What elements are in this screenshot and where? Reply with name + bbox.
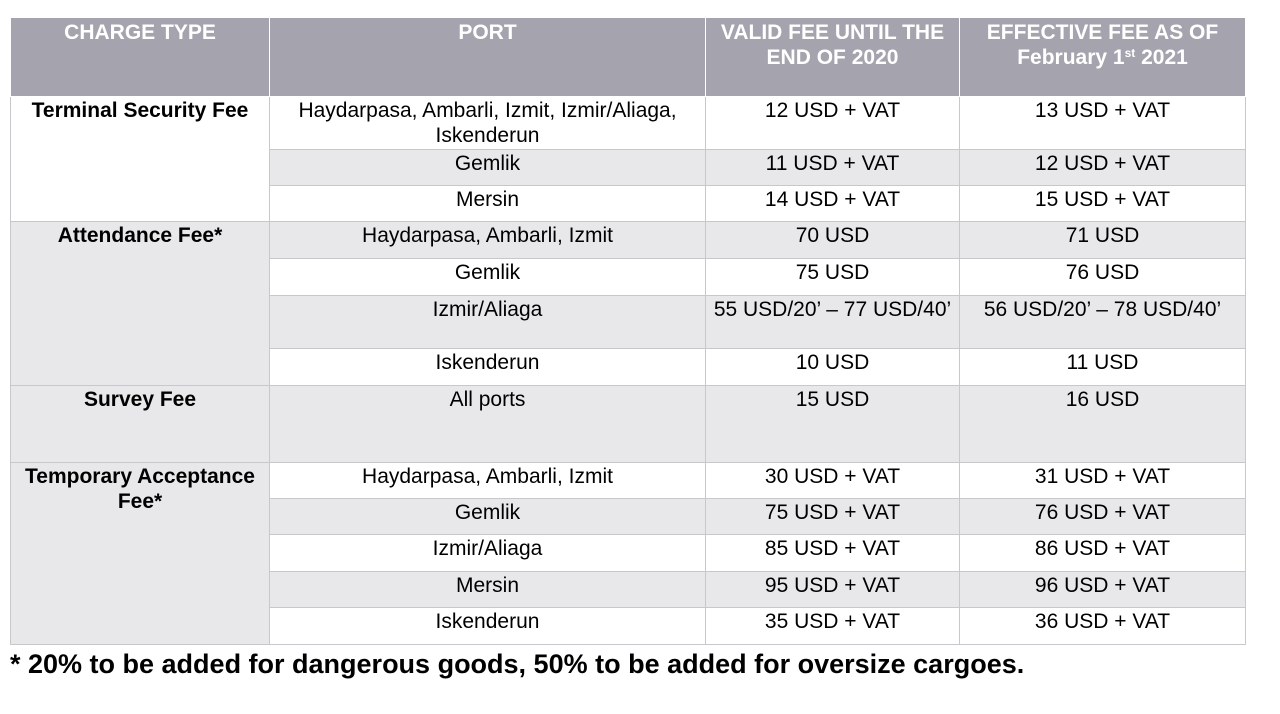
charge-type-terminal-security: Terminal Security Fee (10, 96, 270, 222)
valid-fee-cell: 70 USD (705, 221, 960, 259)
footnote: * 20% to be added for dangerous goods, 5… (10, 649, 1025, 679)
effective-fee-cell: 71 USD (959, 221, 1246, 259)
valid-fee-cell: 15 USD (705, 385, 960, 463)
header-row: CHARGE TYPE PORT VALID FEE UNTIL THE END… (10, 17, 1246, 97)
effective-fee-cell: 76 USD (959, 258, 1246, 296)
effective-fee-cell: 16 USD (959, 385, 1246, 463)
valid-fee-cell: 85 USD + VAT (705, 534, 960, 572)
valid-fee-cell: 35 USD + VAT (705, 607, 960, 645)
valid-fee-cell: 75 USD + VAT (705, 498, 960, 535)
header-valid-fee: VALID FEE UNTIL THE END OF 2020 (705, 17, 960, 97)
header-effective-fee-prefix: EFFECTIVE FEE AS OF February 1 (986, 21, 1219, 69)
valid-fee-cell: 75 USD (705, 258, 960, 296)
table-row: Izmir/Aliaga 85 USD + VAT 86 USD + VAT (11, 534, 1246, 572)
port-cell: Gemlik (269, 149, 706, 186)
valid-fee-cell: 55 USD/20’ – 77 USD/40’ (705, 295, 960, 349)
header-effective-fee-suffix: 2021 (1141, 46, 1188, 69)
table-row: Gemlik 11 USD + VAT 12 USD + VAT (11, 149, 1246, 186)
header-charge-type: CHARGE TYPE (10, 17, 270, 97)
port-cell: Haydarpasa, Ambarli, Izmit, Izmir/Aliaga… (269, 96, 706, 150)
effective-fee-cell: 56 USD/20’ – 78 USD/40’ (959, 295, 1246, 349)
effective-fee-cell: 86 USD + VAT (959, 534, 1246, 572)
effective-fee-cell: 31 USD + VAT (959, 462, 1246, 499)
effective-fee-cell: 12 USD + VAT (959, 149, 1246, 186)
table-row: Temporary Acceptance Fee* Haydarpasa, Am… (10, 462, 1246, 645)
valid-fee-cell: 11 USD + VAT (705, 149, 960, 186)
valid-fee-cell: 14 USD + VAT (705, 185, 960, 222)
table-row: Mersin 14 USD + VAT 15 USD + VAT (11, 185, 1246, 222)
header-effective-fee: EFFECTIVE FEE AS OF February 1st 2021 (959, 17, 1246, 97)
charge-type-attendance: Attendance Fee* (10, 221, 270, 386)
table-row: Mersin 95 USD + VAT 96 USD + VAT (11, 571, 1246, 608)
port-cell: Mersin (269, 185, 706, 222)
table-row: Iskenderun 35 USD + VAT 36 USD + VAT (11, 607, 1246, 645)
port-cell: Haydarpasa, Ambarli, Izmit (269, 221, 706, 259)
port-cell: Haydarpasa, Ambarli, Izmit (269, 462, 706, 499)
header-port: PORT (269, 17, 706, 97)
charge-type-survey: Survey Fee (10, 385, 270, 463)
effective-fee-cell: 76 USD + VAT (959, 498, 1246, 535)
port-cell: Iskenderun (269, 607, 706, 645)
valid-fee-cell: 95 USD + VAT (705, 571, 960, 608)
port-cell: All ports (269, 385, 706, 463)
port-cell: Izmir/Aliaga (269, 534, 706, 572)
effective-fee-cell: 96 USD + VAT (959, 571, 1246, 608)
header-effective-fee-sup: st (1124, 46, 1136, 60)
table-row: Survey Fee All ports 15 USD 16 USD (10, 385, 1246, 463)
fee-table: CHARGE TYPE PORT VALID FEE UNTIL THE END… (10, 17, 1246, 645)
effective-fee-cell: 36 USD + VAT (959, 607, 1246, 645)
table-row: Izmir/Aliaga 55 USD/20’ – 77 USD/40’ 56 … (11, 295, 1246, 349)
table-row: Gemlik 75 USD 76 USD (11, 258, 1246, 296)
effective-fee-cell: 13 USD + VAT (959, 96, 1246, 150)
valid-fee-cell: 30 USD + VAT (705, 462, 960, 499)
port-cell: Izmir/Aliaga (269, 295, 706, 349)
port-cell: Iskenderun (269, 348, 706, 386)
port-cell: Mersin (269, 571, 706, 608)
effective-fee-cell: 11 USD (959, 348, 1246, 386)
valid-fee-cell: 12 USD + VAT (705, 96, 960, 150)
table-row: Iskenderun 10 USD 11 USD (11, 348, 1246, 386)
table-row: Attendance Fee* Haydarpasa, Ambarli, Izm… (10, 221, 1246, 386)
valid-fee-cell: 10 USD (705, 348, 960, 386)
effective-fee-cell: 15 USD + VAT (959, 185, 1246, 222)
port-cell: Gemlik (269, 258, 706, 296)
port-cell: Gemlik (269, 498, 706, 535)
table-row: Terminal Security Fee Haydarpasa, Ambarl… (10, 96, 1246, 222)
charge-type-temporary-acceptance: Temporary Acceptance Fee* (10, 462, 270, 645)
